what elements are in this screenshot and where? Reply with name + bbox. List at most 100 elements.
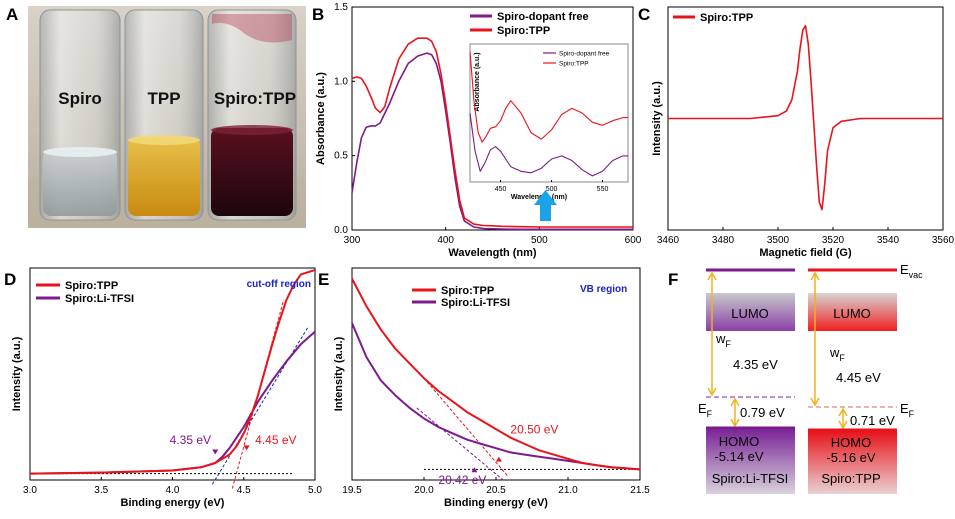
x-tick-label: 20.5: [486, 485, 506, 496]
annotation-20-50: 20.50 eV: [510, 422, 558, 436]
fermi-label-left: EF: [698, 401, 713, 419]
annotation-4-45: 4.45 eV: [255, 433, 296, 447]
series-line-spiro-tpp: [668, 24, 943, 211]
x-tick-label: 19.5: [342, 485, 362, 496]
legend-label: Spiro:TPP: [441, 285, 494, 297]
marker-purple-icon: [212, 449, 219, 455]
gap-value-right: 0.71 eV: [850, 413, 895, 428]
x-tick-label: 3.0: [23, 485, 37, 496]
homo-label-right: HOMO: [831, 435, 871, 450]
panel-label-a: A: [6, 5, 18, 24]
vial-spiro: [39, 9, 121, 221]
annotation-4-35: 4.35 eV: [170, 433, 211, 447]
lumo-label-left: LUMO: [731, 306, 769, 321]
x-axis-label: Binding energy (eV): [121, 497, 225, 509]
tangent-line-purple: [211, 327, 309, 485]
x-tick-label: 3540: [877, 235, 900, 246]
energy-diagram: Evac LUMO LUMO wF wF 4.35 eV 4.45 eV EF …: [698, 262, 923, 494]
legend-label: Spiro:TPP: [65, 280, 118, 292]
x-tick-label: 400: [437, 235, 454, 246]
inset-y-axis-label: Absorbance (a.u.): [474, 52, 481, 111]
chart-d-cutoff: 3.0 3.5 4.0 4.5 5.0 Binding energy (eV) Intens…: [11, 267, 322, 509]
axes-frame: [351, 6, 634, 231]
tangent-line-purple: [416, 407, 504, 481]
homo-value-right: -5.16 eV: [826, 450, 875, 465]
series-line-spiro-tpp: [351, 278, 641, 471]
panel-label-f: F: [668, 270, 678, 289]
panel-label-c: C: [638, 5, 650, 24]
legend-label: Spiro:Li-TFSI: [441, 297, 510, 309]
inset-series-line-spiro-tpp: [469, 51, 628, 143]
inset-x-tick-label: 500: [546, 186, 558, 193]
marker-red-icon: [243, 445, 250, 451]
lumo-box-right: [808, 293, 897, 331]
chart-e-vb: 19.5 20.0 20.5 21.0 21.5 Binding energy (eV) I…: [333, 267, 650, 509]
series-line-spiro-tpp: [29, 269, 316, 475]
lumo-label-right: LUMO: [833, 306, 871, 321]
y-axis-label: Intensity (a.u.): [651, 81, 663, 156]
x-tick-label: 3.5: [94, 485, 108, 496]
vials-photo: Spiro TPP Spiro:TPP: [28, 6, 306, 228]
vial-spiro-tpp: [207, 9, 297, 221]
x-tick-label: 3500: [767, 235, 790, 246]
y-tick-label: 1.0: [334, 76, 348, 87]
evac-label: Evac: [900, 262, 923, 280]
chart-b-absorbance: 300 400 500 600 0.0 0.5 1.0 1.5 Wavelength (nm) A…: [315, 2, 642, 259]
region-label: VB region: [580, 284, 627, 295]
inset-frame: [469, 43, 629, 183]
x-tick-label: 4.5: [237, 485, 251, 496]
wf-value-right: 4.45 eV: [836, 370, 881, 385]
panel-label-d: D: [4, 270, 16, 289]
x-tick-label: 500: [531, 235, 548, 246]
chart-c-epr: 3460 3480 3500 3520 3540 3560 Magnetic field (…: [651, 6, 955, 259]
x-axis-label: Wavelength (nm): [448, 247, 537, 259]
series-line-spiro-litfsi: [351, 322, 641, 471]
x-tick-label: 3460: [657, 235, 680, 246]
x-tick-label: 3560: [932, 235, 955, 246]
vial-label-spiro-tpp: Spiro:TPP: [214, 89, 296, 108]
y-tick-label: 0.0: [334, 225, 348, 236]
x-tick-label: 600: [625, 235, 642, 246]
wf-label-left: wF: [715, 331, 731, 349]
panel-label-b: B: [312, 5, 324, 24]
x-tick-label: 3520: [822, 235, 845, 246]
y-axis-label: Intensity (a.u.): [11, 336, 23, 411]
x-axis-label: Binding energy (eV): [444, 497, 548, 509]
x-tick-label: 5.0: [308, 485, 322, 496]
x-tick-label: 3480: [712, 235, 735, 246]
tangent-line-red: [423, 377, 508, 477]
inset-legend-label: Spiro:TPP: [559, 61, 589, 68]
fermi-label-right: EF: [900, 401, 915, 419]
annotation-20-42: 20.42 eV: [438, 473, 486, 487]
up-arrow-icon: [534, 190, 557, 221]
panel-label-e: E: [318, 270, 329, 289]
inset-series-line-spiro-dopant-free: [469, 112, 628, 177]
legend-label: Spiro:Li-TFSI: [65, 293, 134, 305]
series-line-spiro-litfsi: [29, 330, 316, 475]
inset-x-tick-label: 550: [597, 186, 609, 193]
y-tick-label: 0.5: [334, 151, 348, 162]
x-tick-label: 21.5: [630, 485, 650, 496]
marker-red-icon: [495, 456, 502, 462]
x-axis-label: Magnetic field (G): [759, 247, 852, 259]
legend-label: Spiro-dopant free: [497, 11, 589, 23]
region-label: cut-off region: [247, 279, 311, 290]
series-line-spiro-tpp: [351, 37, 633, 228]
inset-legend-label: Spiro-dopant free: [559, 51, 610, 58]
x-tick-label: 21.0: [558, 485, 578, 496]
y-axis-label: Intensity (a.u.): [333, 336, 345, 411]
series-line-spiro-dopant-free: [351, 52, 633, 231]
marker-purple-icon: [471, 467, 478, 473]
inset-x-axis-label: Wavelength (nm): [511, 194, 567, 201]
material-right: Spiro:TPP: [821, 471, 880, 486]
homo-box-left: [706, 429, 795, 494]
wf-value-left: 4.35 eV: [733, 357, 778, 372]
vial-label-spiro: Spiro: [58, 89, 101, 108]
y-axis-label: Absorbance (a.u.): [315, 72, 327, 165]
homo-value-left: -5.14 eV: [714, 449, 763, 464]
material-left: Spiro:Li-TFSI: [712, 471, 789, 486]
x-tick-label: 4.0: [166, 485, 180, 496]
homo-label-left: HOMO: [719, 434, 759, 449]
wf-label-right: wF: [829, 345, 845, 363]
